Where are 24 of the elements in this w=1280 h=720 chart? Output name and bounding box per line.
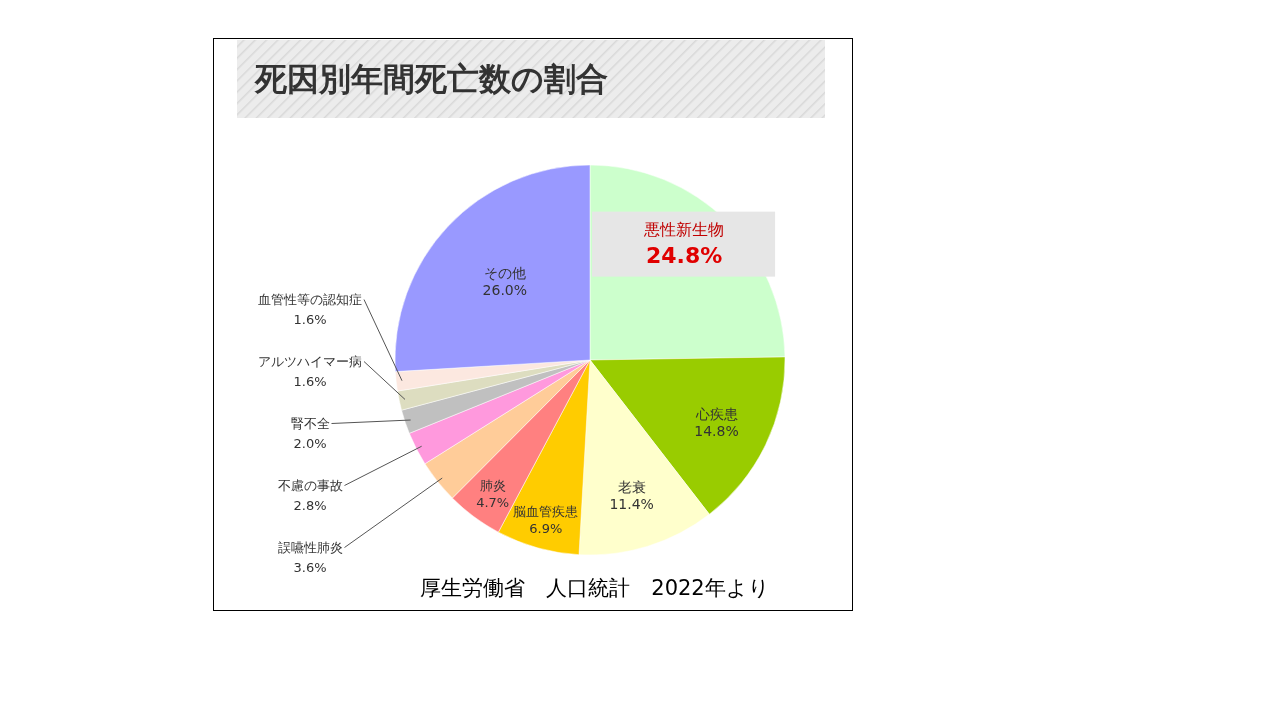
data-label: 26.0%	[482, 281, 528, 298]
slice-label: 脳血管疾患	[513, 503, 579, 519]
slice-label: アルツハイマー病	[258, 354, 362, 369]
data-label: 4.7%	[476, 494, 510, 510]
slice-label: 悪性新生物	[643, 219, 725, 239]
slice-label: 心疾患	[694, 405, 738, 422]
chart-title: 死因別年間死亡数の割合	[254, 60, 608, 98]
data-label: 14.8%	[694, 422, 739, 439]
data-label: 1.6%	[293, 374, 327, 389]
slice-label: 誤嚥性肺炎	[277, 540, 343, 555]
slice-label: 腎不全	[290, 416, 330, 431]
data-label: 3.6%	[293, 560, 327, 575]
slice-label: 血管性等の認知症	[258, 292, 362, 307]
slice-label: 老衰	[617, 479, 646, 496]
data-label: 6.9%	[529, 520, 563, 536]
data-label: 2.0%	[293, 436, 327, 451]
slice-label: 不慮の事故	[277, 478, 343, 493]
data-label: 2.8%	[293, 498, 327, 513]
data-label: 24.8%	[645, 242, 723, 268]
text: 厚生労働省 人口統計 2022年より	[420, 576, 770, 600]
slice-label: その他	[483, 264, 526, 281]
data-label: 11.4%	[609, 496, 654, 513]
slice-label: 肺炎	[479, 477, 506, 493]
data-label: 1.6%	[293, 312, 327, 327]
